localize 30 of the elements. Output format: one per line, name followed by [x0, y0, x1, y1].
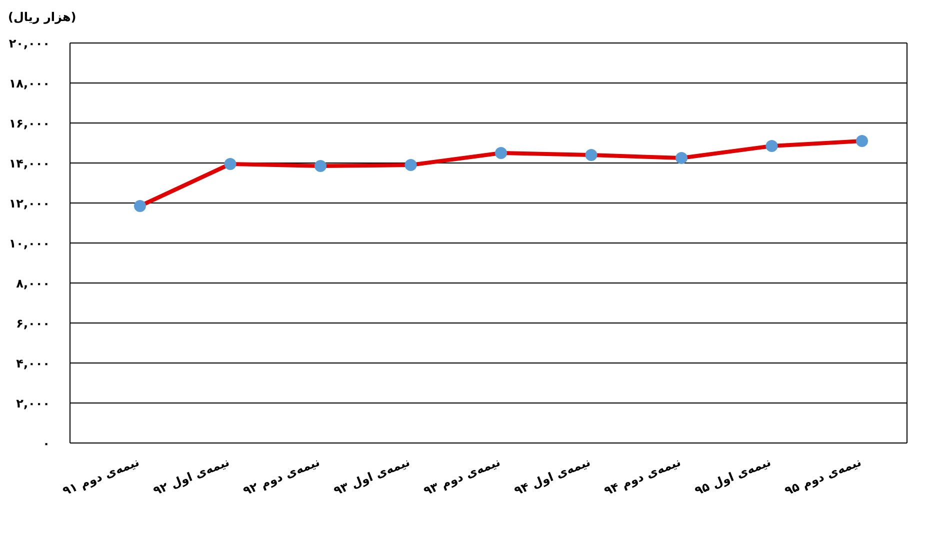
y-axis-title: (هزار ریال) [8, 10, 76, 24]
y-tick-label: ۸,۰۰۰ [16, 276, 50, 290]
y-tick-label: ۱۲,۰۰۰ [8, 196, 50, 210]
x-tick-label: نیمه‌ی دوم ۹۵ [782, 454, 864, 498]
x-tick-label: نیمه‌ی دوم ۹۴ [602, 454, 683, 498]
point [585, 149, 598, 161]
point [224, 158, 236, 170]
point [314, 160, 326, 172]
x-tick-label: نیمه‌ی اول ۹۳ [332, 454, 412, 498]
point [766, 140, 778, 152]
point [676, 152, 688, 164]
point [495, 147, 507, 159]
x-tick-label: نیمه‌ی اول ۹۵ [692, 454, 773, 498]
x-tick-label: نیمه‌ی دوم ۹۳ [422, 454, 502, 498]
y-tick-label: ۱۸,۰۰۰ [8, 76, 50, 90]
point [856, 135, 868, 147]
point [134, 200, 146, 212]
point [404, 159, 417, 171]
y-tick-label: ۱۰,۰۰۰ [8, 236, 50, 250]
y-tick-label: ۱۶,۰۰۰ [8, 116, 50, 130]
y-tick-label: ۱۴,۰۰۰ [8, 156, 50, 170]
y-tick-label: ۰ [42, 436, 50, 450]
x-tick-label: نیمه‌ی اول ۹۴ [512, 454, 592, 498]
x-tick-label: نیمه‌ی اول ۹۲ [151, 454, 232, 498]
y-tick-label: ۲۰,۰۰۰ [8, 36, 50, 50]
x-tick-label: نیمه‌ی دوم ۹۲ [241, 454, 322, 498]
y-tick-label: ۲,۰۰۰ [16, 396, 50, 410]
y-tick-label: ۶,۰۰۰ [16, 316, 50, 330]
x-tick-label: نیمه‌ی دوم ۹۱ [60, 454, 142, 498]
y-tick-label: ۴,۰۰۰ [16, 356, 50, 370]
